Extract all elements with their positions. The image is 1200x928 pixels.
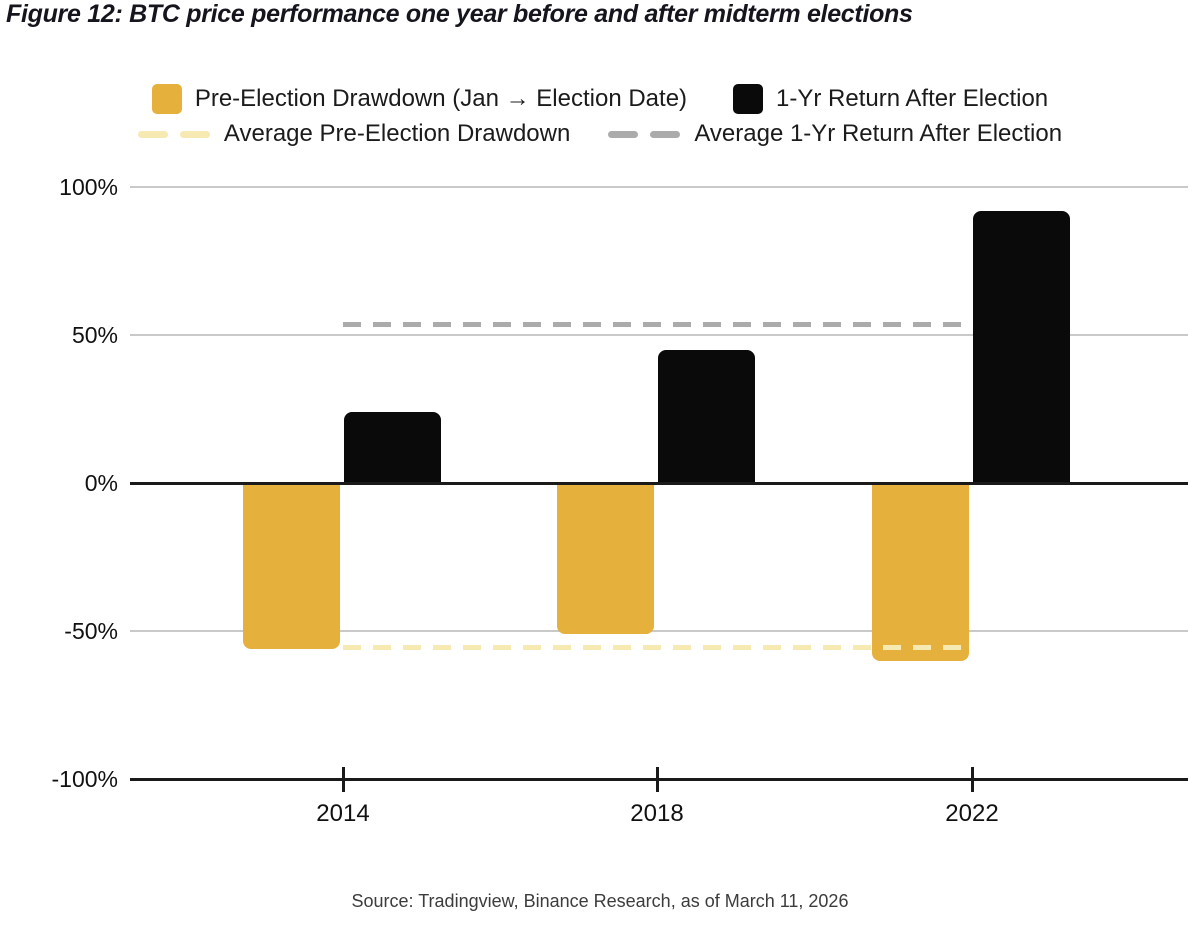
dash-segment <box>650 130 681 138</box>
gridline-0% <box>130 481 1188 485</box>
drawdown-swatch-icon <box>151 84 182 114</box>
bar-return-2014 <box>344 411 441 483</box>
y-axis-label-50%: 50% <box>71 322 118 348</box>
source-note: Source: Tradingview, Binance Research, a… <box>351 891 849 911</box>
dash-segment <box>179 130 210 138</box>
legend-item-avg-return: Average 1-Yr Return After Election <box>608 120 1062 148</box>
x-axis-label-2018: 2018 <box>630 800 684 827</box>
x-axis-label-2014: 2014 <box>316 800 370 827</box>
legend-item-avg-drawdown: Average Pre-Election Drawdown <box>137 120 571 148</box>
avg-return-line <box>343 321 971 327</box>
x-axis-tick-2014 <box>341 767 345 792</box>
x-axis-tick-2022 <box>970 767 974 792</box>
avg-return-dash-icon <box>608 130 681 138</box>
avg-drawdown-dash-icon <box>137 130 210 138</box>
y-axis-label-100%: 100% <box>59 174 118 200</box>
legend-row-averages: Average Pre-Election Drawdown Average 1-… <box>0 120 1200 148</box>
legend-label-avg-return: Average 1-Yr Return After Election <box>694 120 1063 147</box>
y-axis-label--100%: -100% <box>51 766 118 792</box>
dash-segment <box>608 130 639 138</box>
y-axis-label-0%: 0% <box>84 470 118 496</box>
legend-label-pre-election-drawdown: Pre-Election Drawdown (Jan → Election Da… <box>194 85 688 112</box>
legend-label-avg-drawdown: Average Pre-Election Drawdown <box>223 120 571 147</box>
gridline-50% <box>130 334 1188 336</box>
legend-item-1yr-return: 1-Yr Return After Election <box>733 84 1048 114</box>
bar-return-2018 <box>658 349 755 483</box>
figure-title: Figure 12: BTC price performance one yea… <box>6 0 913 28</box>
return-swatch-icon <box>733 84 764 114</box>
dash-segment <box>137 130 168 138</box>
avg-drawdown-line <box>343 645 971 651</box>
x-axis-tick-2018 <box>655 767 659 792</box>
legend-item-pre-election-drawdown: Pre-Election Drawdown (Jan → Election Da… <box>151 84 688 114</box>
gridline--50% <box>130 630 1188 632</box>
bar-drawdown-2014 <box>243 483 340 649</box>
legend-row-bars: Pre-Election Drawdown (Jan → Election Da… <box>0 84 1200 114</box>
bar-drawdown-2022 <box>872 483 969 661</box>
x-axis-label-2022: 2022 <box>945 800 999 827</box>
y-axis-label--50%: -50% <box>64 618 118 644</box>
bar-return-2022 <box>973 210 1070 483</box>
gridline-100% <box>130 186 1188 188</box>
legend-label-1yr-return: 1-Yr Return After Election <box>776 85 1049 112</box>
gridline--100% <box>130 777 1188 781</box>
bar-drawdown-2018 <box>557 483 654 634</box>
